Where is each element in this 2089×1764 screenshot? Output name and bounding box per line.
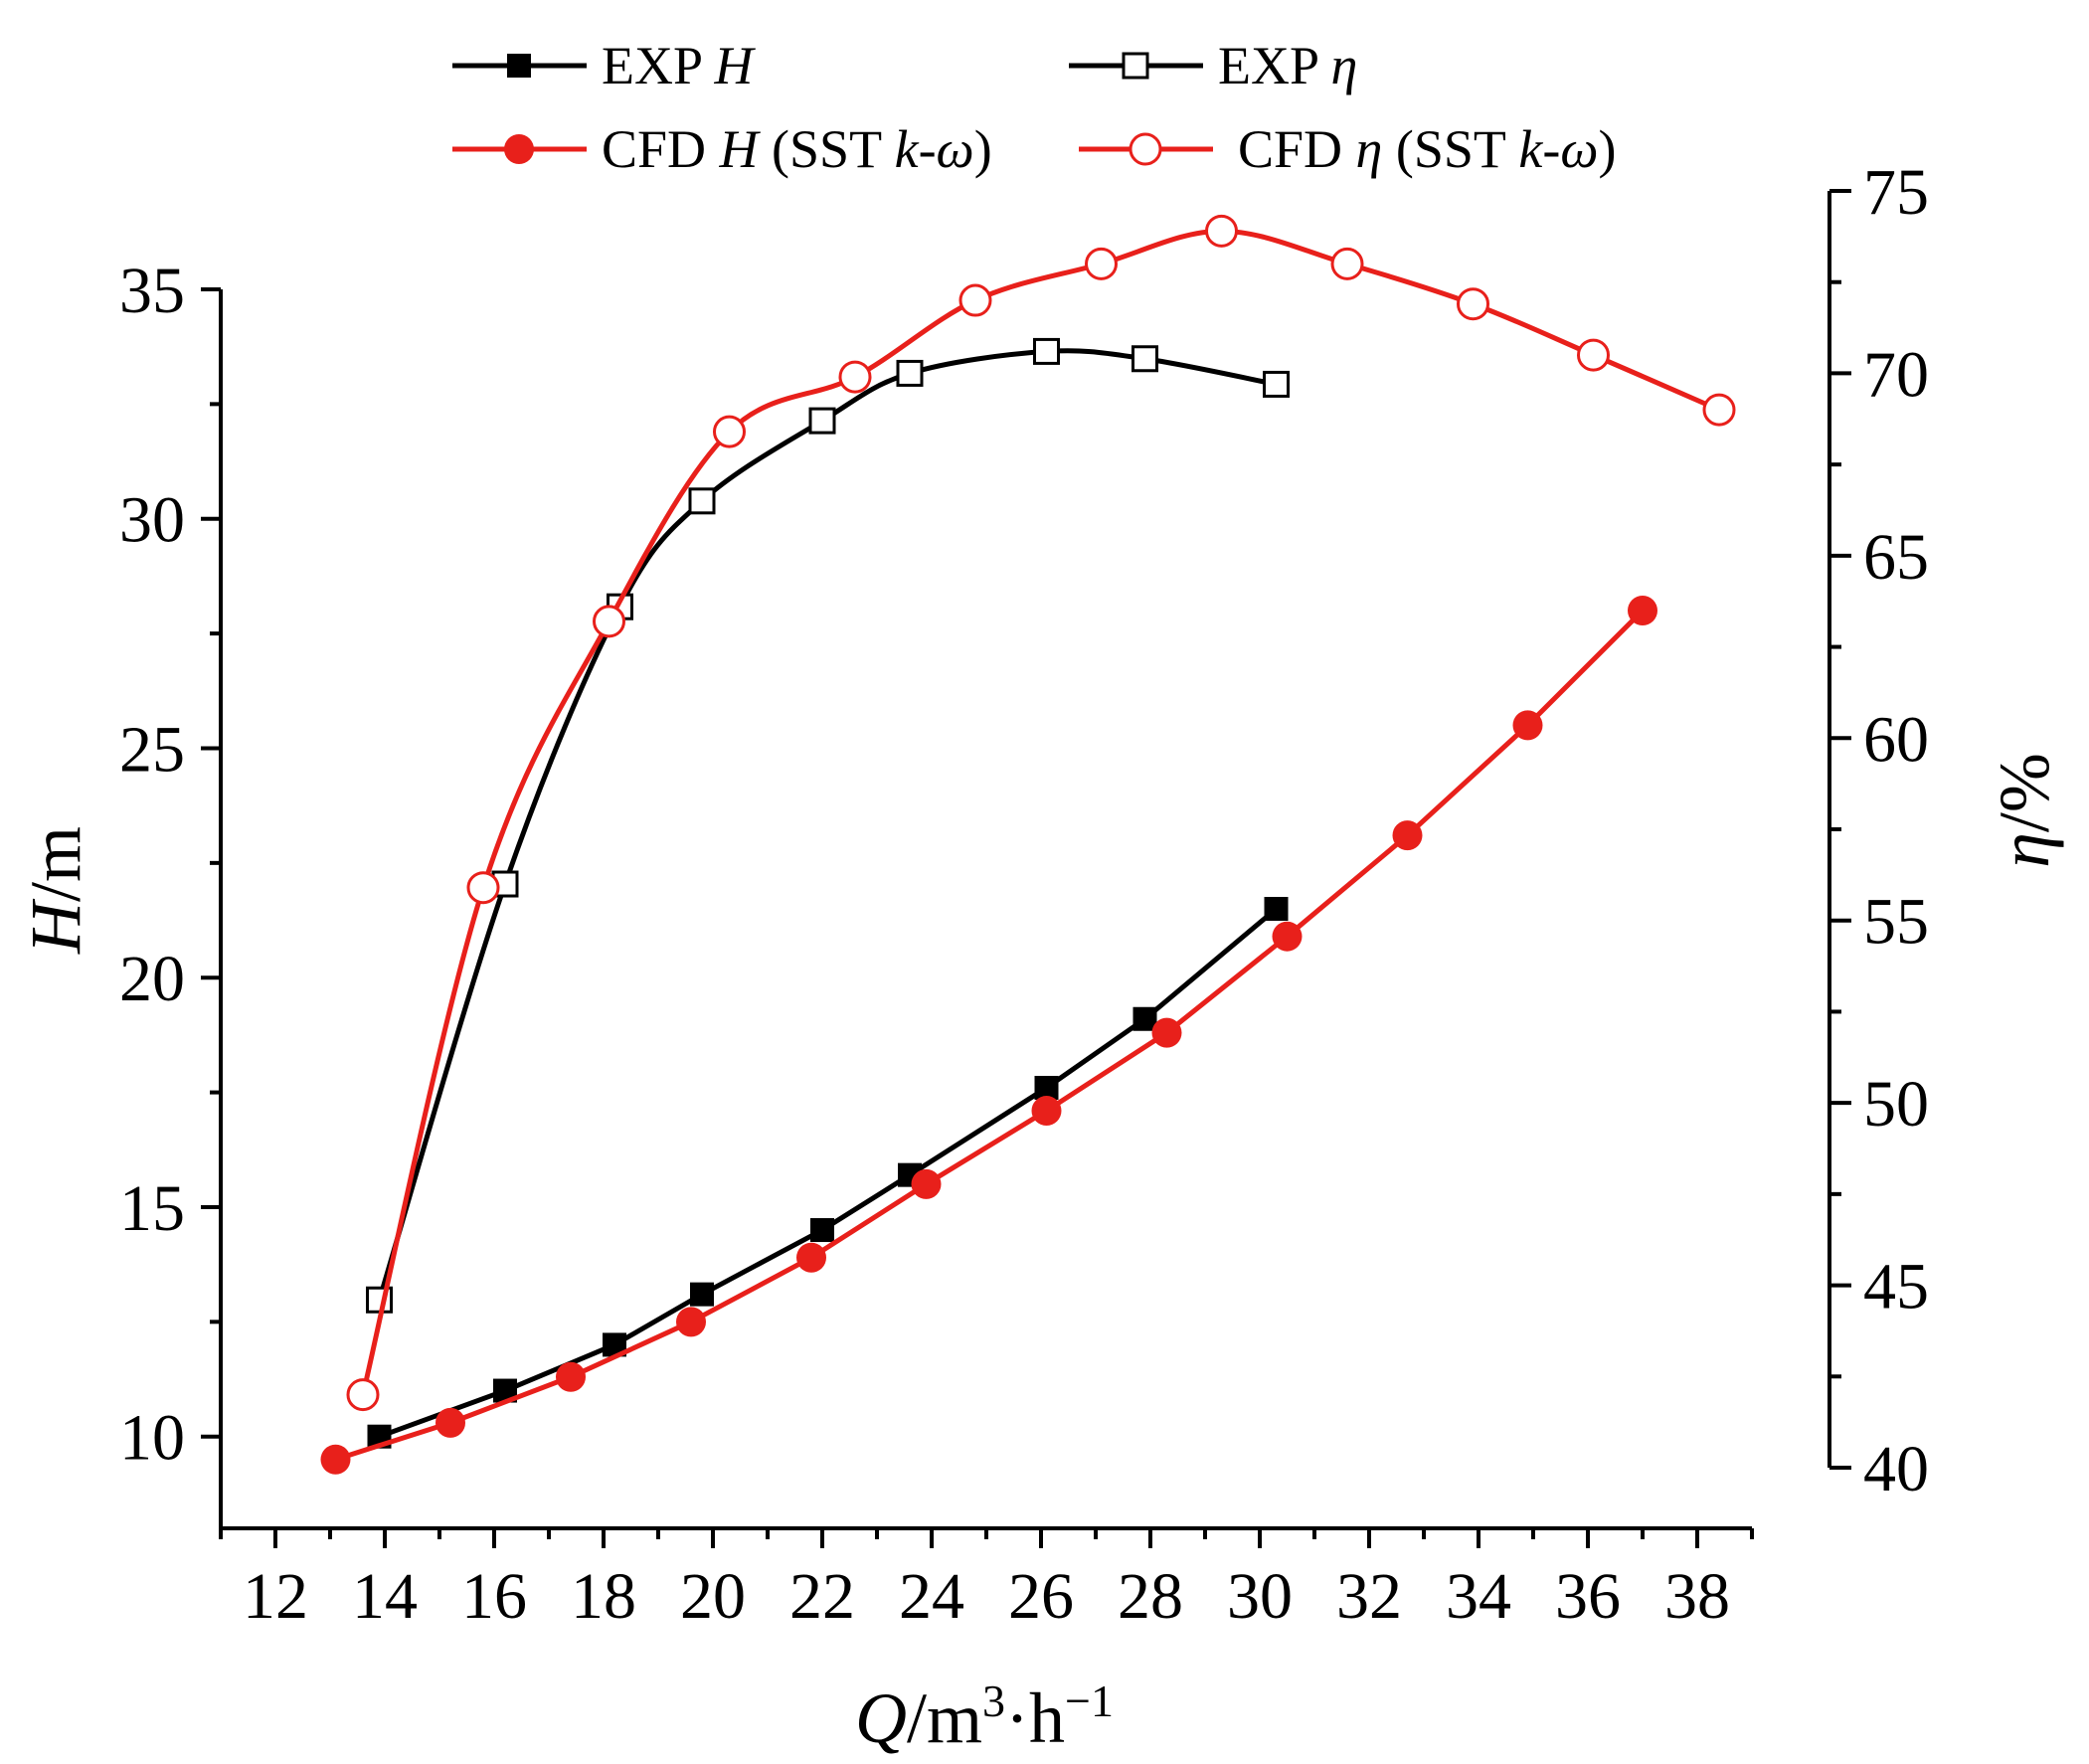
tick-marks — [201, 189, 1851, 1548]
series-layer — [320, 214, 1736, 1475]
x-tick-label: 22 — [789, 1560, 855, 1633]
series-line — [377, 348, 1277, 1301]
legend-entry-cfd-h: CFD H (SST k-ω) — [452, 119, 992, 179]
data-point — [1577, 338, 1610, 372]
x-tick-label: 36 — [1555, 1560, 1621, 1633]
legend-label-exp-eta: EXP η — [1218, 36, 1357, 95]
y-left-tick-label: 35 — [119, 255, 185, 327]
legend-label-cfd-h: CFD H (SST k-ω) — [602, 119, 992, 179]
data-point — [593, 605, 625, 638]
x-tick-label: 26 — [1008, 1560, 1074, 1633]
legend-marker-cfd-eta — [1129, 132, 1162, 166]
series-exp-h — [367, 897, 1289, 1449]
y-right-tick-label: 65 — [1863, 521, 1929, 594]
y-right-tick-label: 60 — [1863, 703, 1929, 776]
series-line — [360, 228, 1720, 1396]
data-point — [911, 1168, 942, 1199]
data-point — [1457, 287, 1489, 321]
data-point — [320, 1444, 351, 1475]
x-tick-label: 14 — [352, 1560, 418, 1633]
x-tick-label: 16 — [461, 1560, 527, 1633]
y-right-tick-label: 70 — [1863, 338, 1929, 411]
legend-label-exp-h: EXP H — [602, 36, 757, 95]
data-point — [1132, 1006, 1157, 1031]
data-point — [1392, 820, 1423, 851]
x-tick-label: 12 — [243, 1560, 308, 1633]
data-point — [1264, 897, 1289, 921]
y-right-tick-label: 45 — [1863, 1251, 1929, 1323]
data-point — [1512, 710, 1543, 741]
data-point — [1033, 337, 1060, 365]
data-point — [556, 1361, 586, 1392]
data-point — [435, 1407, 465, 1438]
y-right-tick-label: 40 — [1863, 1433, 1929, 1505]
data-point — [1132, 345, 1158, 373]
series-line — [334, 609, 1645, 1463]
legend-entry-exp-h: EXP H — [452, 36, 757, 95]
left-y-axis-title: H/m — [16, 826, 95, 955]
data-point — [1263, 370, 1290, 398]
x-tick-label: 38 — [1664, 1560, 1730, 1633]
legend-label-cfd-eta: CFD η (SST k-ω) — [1238, 119, 1616, 179]
data-point — [796, 1242, 826, 1273]
data-point — [1702, 393, 1736, 427]
data-point — [896, 359, 924, 387]
data-point — [1151, 1017, 1182, 1048]
data-point — [838, 360, 872, 394]
data-point — [1085, 247, 1118, 280]
y-left-tick-label: 25 — [119, 713, 185, 786]
legend: EXP H EXP η CFD H (SST k-ω) CFD η (SST k… — [452, 36, 1616, 179]
legend-entry-cfd-eta: CFD η (SST k-ω) — [1079, 119, 1616, 179]
series-cfd-eta-sst-k-omega — [346, 214, 1736, 1412]
data-point — [688, 487, 716, 515]
x-tick-label: 20 — [680, 1560, 746, 1633]
right-y-axis-title: η/% — [1985, 753, 2064, 868]
x-tick-label: 28 — [1118, 1560, 1183, 1633]
data-point — [1628, 596, 1657, 626]
data-point — [1272, 921, 1303, 952]
y-left-tick-label: 20 — [119, 943, 185, 1015]
data-point — [713, 415, 746, 448]
x-tick-label: 34 — [1446, 1560, 1511, 1633]
data-point — [690, 1282, 714, 1307]
y-left-tick-label: 10 — [119, 1402, 185, 1475]
y-right-tick-label: 50 — [1863, 1068, 1929, 1141]
data-point — [1034, 1075, 1059, 1100]
legend-marker-exp-h — [507, 54, 531, 78]
data-point — [676, 1307, 706, 1337]
axes — [219, 191, 1831, 1530]
x-tick-label: 32 — [1336, 1560, 1402, 1633]
series-cfd-h-sst-k-omega — [320, 596, 1657, 1475]
y-right-tick-label: 55 — [1863, 886, 1929, 959]
x-axis-title: Q/m3·h−1 — [855, 1676, 1114, 1758]
data-point — [808, 407, 836, 435]
x-tick-label: 24 — [899, 1560, 964, 1633]
legend-marker-cfd-h — [504, 134, 534, 164]
x-tick-label: 18 — [571, 1560, 636, 1633]
y-left-tick-label: 30 — [119, 484, 185, 557]
legend-entry-exp-eta: EXP η — [1069, 36, 1357, 95]
y-left-tick-label: 15 — [119, 1172, 185, 1245]
x-tick-label: 30 — [1227, 1560, 1293, 1633]
data-point — [466, 871, 500, 905]
tick-labels: 12 14 16 18 20 22 24 26 28 30 32 34 36 38 10 15 20 25 30 35… — [119, 156, 1929, 1633]
data-point — [810, 1218, 834, 1243]
y-right-tick-label: 75 — [1863, 156, 1929, 229]
legend-marker-exp-eta — [1122, 52, 1149, 80]
data-point — [1330, 247, 1364, 280]
data-point — [958, 283, 992, 317]
data-point — [346, 1378, 380, 1412]
series-line — [378, 907, 1279, 1440]
data-point — [1031, 1096, 1062, 1127]
data-point — [1205, 214, 1238, 248]
